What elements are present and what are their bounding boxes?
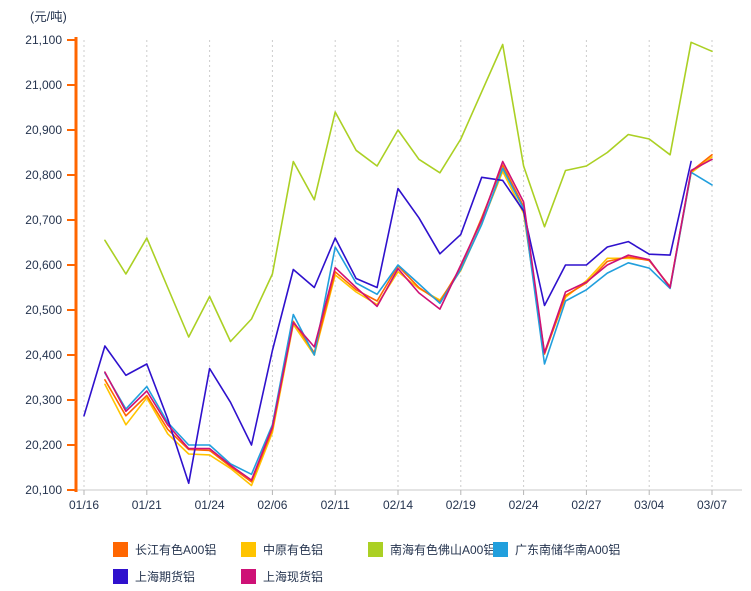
y-tick-label: 20,300 (25, 393, 62, 407)
series-line-4 (83, 160, 692, 485)
y-tick-label: 20,600 (25, 258, 62, 272)
series-line-0 (104, 154, 713, 483)
legend-swatch-icon (113, 541, 128, 557)
legend-swatch-icon (241, 541, 256, 557)
y-tick-label: 21,100 (25, 33, 62, 47)
x-tick-label: 02/24 (508, 498, 539, 512)
legend-item[interactable]: 南海有色佛山A00铝 (368, 541, 495, 557)
x-tick-label: 02/19 (445, 498, 476, 512)
plot-area (67, 37, 742, 495)
legend-item-label: 广东南储华南A00铝 (515, 542, 621, 557)
legend-swatch-icon (241, 568, 256, 584)
y-tick-label: 20,200 (25, 438, 62, 452)
legend-swatch-icon (113, 568, 128, 584)
series-line-2 (104, 41, 713, 343)
x-tick-label: 02/14 (382, 498, 414, 512)
x-tick-label: 02/11 (320, 498, 350, 512)
x-tick-label: 02/06 (257, 498, 288, 512)
x-tick-label: 01/24 (194, 498, 225, 512)
y-axis-unit-label: (元/吨) (30, 10, 67, 24)
legend-swatch-icon (368, 541, 383, 557)
y-tick-label: 20,700 (25, 213, 62, 227)
legend-swatch-icon (493, 541, 508, 557)
legend-item-label: 中原有色铝 (263, 542, 324, 557)
y-tick-label: 20,400 (25, 348, 62, 362)
x-tick-label: 03/04 (634, 498, 665, 512)
legend-item-label: 上海期货铝 (135, 569, 196, 584)
legend-item-label: 南海有色佛山A00铝 (390, 542, 496, 557)
legend-item[interactable]: 上海现货铝 (241, 568, 323, 584)
x-tick-label: 03/07 (696, 498, 728, 512)
y-tick-label: 20,900 (25, 123, 62, 137)
x-tick-label: 01/21 (131, 498, 162, 512)
x-tick-label: 01/16 (68, 498, 100, 512)
series-line-3 (104, 167, 713, 476)
x-tick-label: 02/27 (571, 498, 602, 512)
y-tick-label: 20,800 (25, 168, 62, 182)
legend-item-label: 上海现货铝 (263, 569, 324, 584)
y-tick-label: 20,500 (25, 303, 62, 317)
legend-item[interactable]: 上海期货铝 (113, 568, 195, 584)
series-line-5 (104, 158, 713, 481)
y-tick-label: 21,000 (25, 78, 62, 92)
legend-item[interactable]: 广东南储华南A00铝 (493, 541, 620, 557)
legend-item-label: 长江有色A00铝 (135, 542, 217, 557)
legend-item[interactable]: 中原有色铝 (241, 541, 323, 557)
y-tick-label: 20,100 (25, 483, 62, 497)
legend-item[interactable]: 长江有色A00铝 (113, 541, 216, 557)
